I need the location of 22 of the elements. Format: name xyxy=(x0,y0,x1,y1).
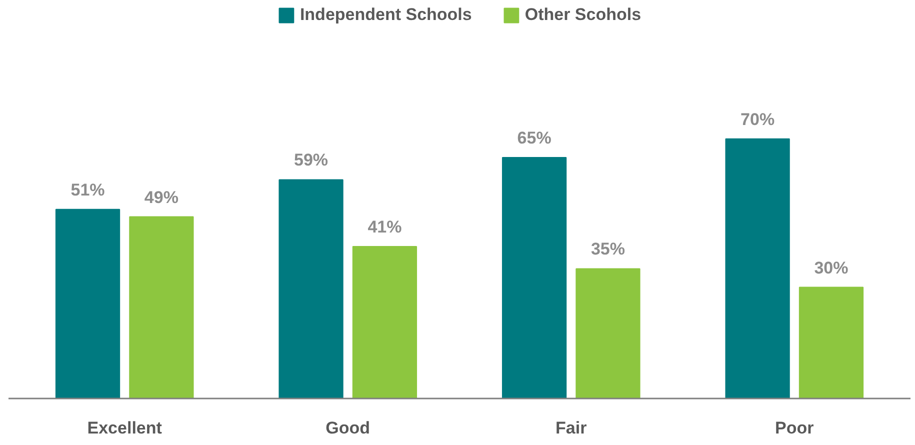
data-label: 70% xyxy=(740,110,775,129)
data-label: 41% xyxy=(368,217,402,236)
legend-label: Other Scohols xyxy=(524,5,642,25)
bar xyxy=(502,156,567,398)
x-tick-label: Fair xyxy=(556,418,588,438)
data-label: 35% xyxy=(590,240,625,259)
legend-label: Independent Schools xyxy=(300,5,472,25)
bar xyxy=(798,286,864,398)
data-label: 49% xyxy=(144,188,178,207)
data-label: 65% xyxy=(517,128,552,148)
data-label: 59% xyxy=(294,150,328,170)
data-label: 30% xyxy=(814,258,848,278)
data-label: 51% xyxy=(70,180,105,200)
x-tick-label: Good xyxy=(326,418,370,438)
x-tick-label: Excellent xyxy=(87,418,162,438)
x-tick-label: Poor xyxy=(775,418,814,438)
bar xyxy=(352,246,418,398)
bar xyxy=(55,208,120,398)
bar xyxy=(278,179,344,398)
bar xyxy=(576,268,640,398)
bar xyxy=(725,138,790,398)
bar xyxy=(129,216,194,398)
